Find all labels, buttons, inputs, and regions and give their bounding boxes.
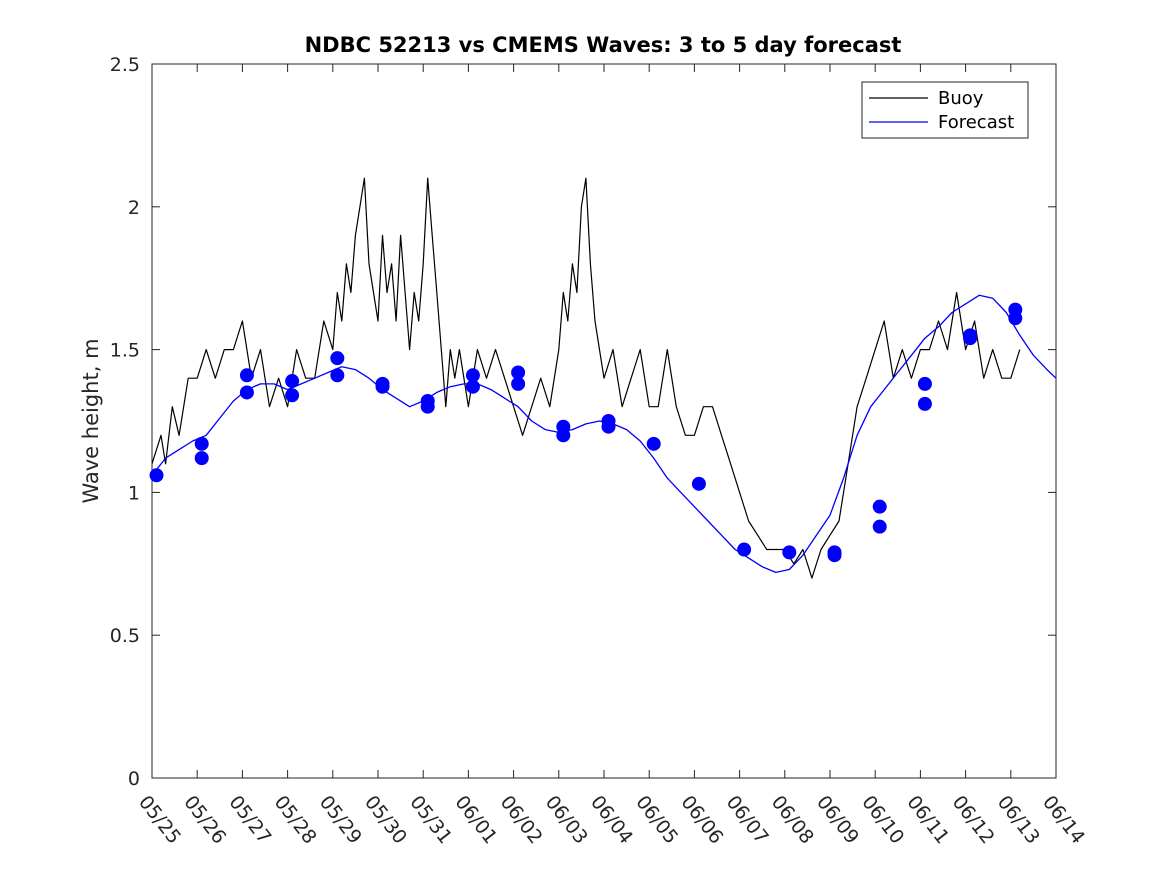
forecast-marker <box>420 394 435 409</box>
legend-box <box>861 81 1029 139</box>
y-tick-label: 0 <box>128 768 140 790</box>
legend-forecast-label: Forecast <box>938 112 1014 133</box>
y-axis-label: Wave height, m <box>79 338 103 503</box>
forecast-marker <box>737 542 752 557</box>
forecast-marker <box>194 451 209 466</box>
forecast-marker <box>963 328 978 343</box>
forecast-marker <box>872 519 887 534</box>
forecast-marker <box>239 385 254 400</box>
y-tick-label: 1 <box>128 482 140 504</box>
y-tick-label: 1.5 <box>110 340 140 362</box>
forecast-marker <box>239 368 254 383</box>
y-tick-label: 0.5 <box>110 625 140 647</box>
forecast-marker <box>330 351 345 366</box>
forecast-marker <box>691 476 706 491</box>
forecast-marker <box>917 376 932 391</box>
legend: Buoy Forecast <box>861 81 1029 139</box>
y-tick-label: 2.5 <box>110 54 140 76</box>
forecast-marker <box>285 374 300 389</box>
chart-title: NDBC 52213 vs CMEMS Waves: 3 to 5 day fo… <box>305 33 902 57</box>
y-tick-label: 2 <box>128 197 140 219</box>
forecast-marker <box>556 419 571 434</box>
forecast-marker <box>827 545 842 560</box>
forecast-marker <box>465 368 480 383</box>
forecast-marker <box>1008 302 1023 317</box>
forecast-marker <box>149 468 164 483</box>
forecast-marker <box>330 368 345 383</box>
forecast-marker <box>872 499 887 514</box>
forecast-marker <box>917 396 932 411</box>
legend-buoy-label: Buoy <box>938 88 984 109</box>
forecast-marker <box>511 365 526 380</box>
forecast-marker <box>646 436 661 451</box>
forecast-marker <box>285 388 300 403</box>
forecast-marker <box>782 545 797 560</box>
forecast-marker <box>601 414 616 428</box>
series-line-buoy <box>151 177 1021 579</box>
forecast-marker <box>375 376 390 391</box>
forecast-marker <box>194 436 209 451</box>
